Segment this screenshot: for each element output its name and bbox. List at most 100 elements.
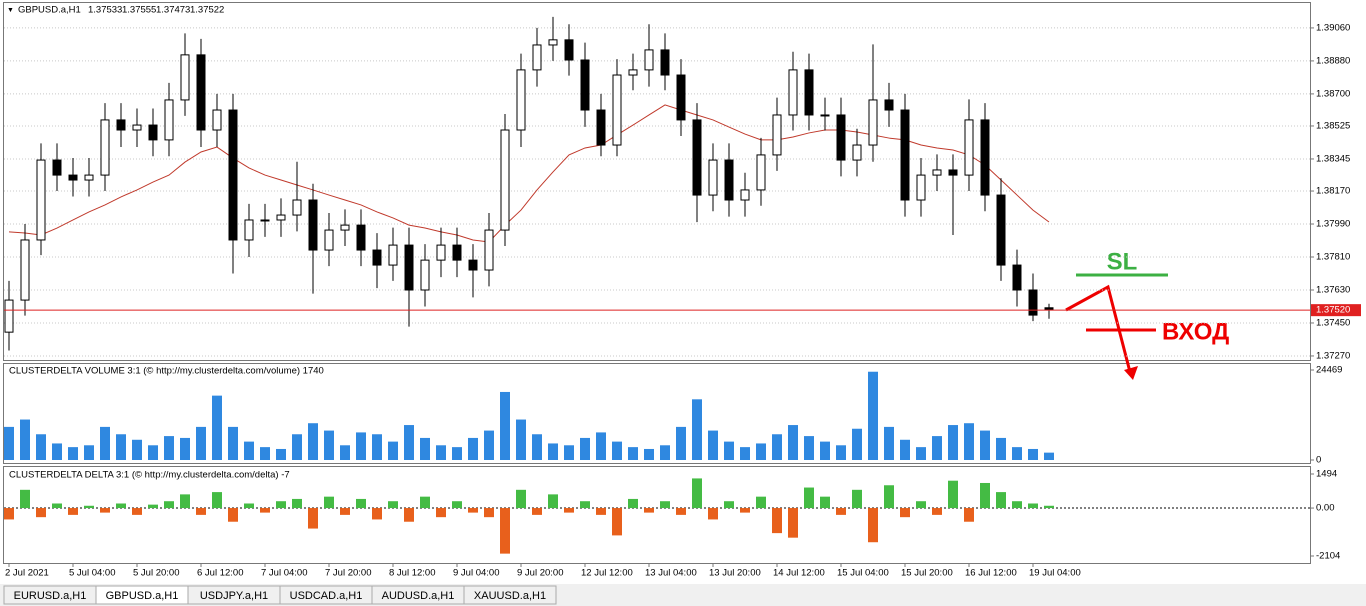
candle-body xyxy=(148,124,158,141)
x-tick-label: 12 Jul 12:00 xyxy=(581,568,633,579)
candle-body xyxy=(132,124,142,131)
tab-label[interactable]: USDJPY.a,H1 xyxy=(200,590,268,602)
x-tick-label: 15 Jul 20:00 xyxy=(901,568,953,579)
candle-body xyxy=(20,239,30,301)
bar xyxy=(884,426,894,460)
bar xyxy=(372,434,382,460)
bar xyxy=(548,494,558,509)
symbol-tab[interactable]: USDJPY.a,H1 xyxy=(187,585,281,605)
candle-body xyxy=(84,174,94,181)
y-tick-label: 1.37810 xyxy=(1316,252,1350,263)
candle-body xyxy=(852,144,862,161)
tab-label[interactable]: EURUSD.a,H1 xyxy=(14,590,87,602)
bar xyxy=(660,501,670,509)
x-tick-label: 13 Jul 04:00 xyxy=(645,568,697,579)
candle-body xyxy=(516,69,526,131)
bar xyxy=(196,426,206,460)
symbol-tab[interactable]: GBPUSD.a,H1 xyxy=(95,585,189,605)
candle-body xyxy=(180,54,190,101)
tab-label[interactable]: USDCAD.a,H1 xyxy=(290,590,363,602)
x-tick-label: 15 Jul 04:00 xyxy=(837,568,889,579)
bar xyxy=(852,489,862,509)
bar xyxy=(324,430,334,460)
bar xyxy=(292,434,302,460)
candle-body xyxy=(356,224,366,251)
bar xyxy=(516,419,526,460)
candle-body xyxy=(676,74,686,121)
symbol-tab[interactable]: USDCAD.a,H1 xyxy=(279,585,373,605)
candle-body xyxy=(564,39,574,61)
bar xyxy=(916,501,926,509)
y-tick-label: 1494 xyxy=(1316,469,1337,480)
bar xyxy=(244,441,254,460)
candle-body xyxy=(804,69,814,116)
y-tick-label: 0 xyxy=(1316,455,1321,466)
symbol-tab[interactable]: XAUUSD.a,H1 xyxy=(463,585,557,605)
bar xyxy=(548,443,558,460)
bar xyxy=(708,508,718,520)
header-high: 1.37555 xyxy=(122,5,156,16)
candle-body xyxy=(100,119,110,176)
bar xyxy=(308,423,318,460)
candle-body xyxy=(212,109,222,131)
candle-body xyxy=(820,114,830,117)
current-price-box xyxy=(1311,304,1361,317)
candle-body xyxy=(884,99,894,111)
bar xyxy=(276,448,286,460)
bar xyxy=(356,498,366,509)
bar xyxy=(148,504,158,509)
bar xyxy=(676,426,686,460)
bar xyxy=(20,419,30,460)
tab-label[interactable]: XAUUSD.a,H1 xyxy=(474,590,546,602)
candle-body xyxy=(916,174,926,201)
bar xyxy=(356,432,366,460)
candle-body xyxy=(580,59,590,111)
y-tick-label: -2104 xyxy=(1316,551,1340,562)
y-tick-label: 1.38700 xyxy=(1316,88,1350,99)
tab-label[interactable]: AUDUSD.a,H1 xyxy=(382,590,455,602)
bar xyxy=(116,434,126,460)
bar xyxy=(628,447,638,460)
symbol-tab[interactable]: AUDUSD.a,H1 xyxy=(371,585,465,605)
volume-title: CLUSTERDELTA VOLUME 3:1 (© http://my.clu… xyxy=(9,366,324,377)
bar xyxy=(180,437,190,460)
bar xyxy=(228,508,238,522)
bar xyxy=(868,371,878,460)
candle-body xyxy=(996,194,1006,266)
bar xyxy=(420,496,430,509)
candle-body xyxy=(756,154,766,191)
candle-body xyxy=(116,119,126,131)
tab-label[interactable]: GBPUSD.a,H1 xyxy=(106,590,179,602)
header-low: 1.37473 xyxy=(156,5,190,16)
bar xyxy=(724,441,734,460)
x-tick-label: 19 Jul 04:00 xyxy=(1029,568,1081,579)
bar xyxy=(212,492,222,509)
bar xyxy=(372,508,382,520)
bar xyxy=(500,508,510,554)
bar xyxy=(516,489,526,509)
candle-body xyxy=(4,299,14,333)
bar xyxy=(820,496,830,509)
candle-body xyxy=(228,109,238,241)
bar xyxy=(20,489,30,509)
bar xyxy=(276,501,286,509)
trade-annotation: SL ВХОД xyxy=(1065,248,1229,380)
candle-body xyxy=(52,159,62,176)
bar xyxy=(164,436,174,460)
bar xyxy=(404,425,414,460)
y-tick-label: 1.37630 xyxy=(1316,285,1350,296)
bar xyxy=(292,498,302,509)
candle-body xyxy=(68,174,78,181)
symbol-title: GBPUSD.a,H1 xyxy=(18,5,81,16)
symbol-tab[interactable]: EURUSD.a,H1 xyxy=(3,585,97,605)
bar xyxy=(932,436,942,460)
bar xyxy=(180,494,190,509)
bar xyxy=(100,508,110,513)
candle-body xyxy=(500,129,510,231)
bar xyxy=(196,508,206,515)
x-tick-label: 5 Jul 20:00 xyxy=(133,568,179,579)
bar xyxy=(964,508,974,522)
bar xyxy=(164,501,174,509)
bar xyxy=(932,508,942,515)
